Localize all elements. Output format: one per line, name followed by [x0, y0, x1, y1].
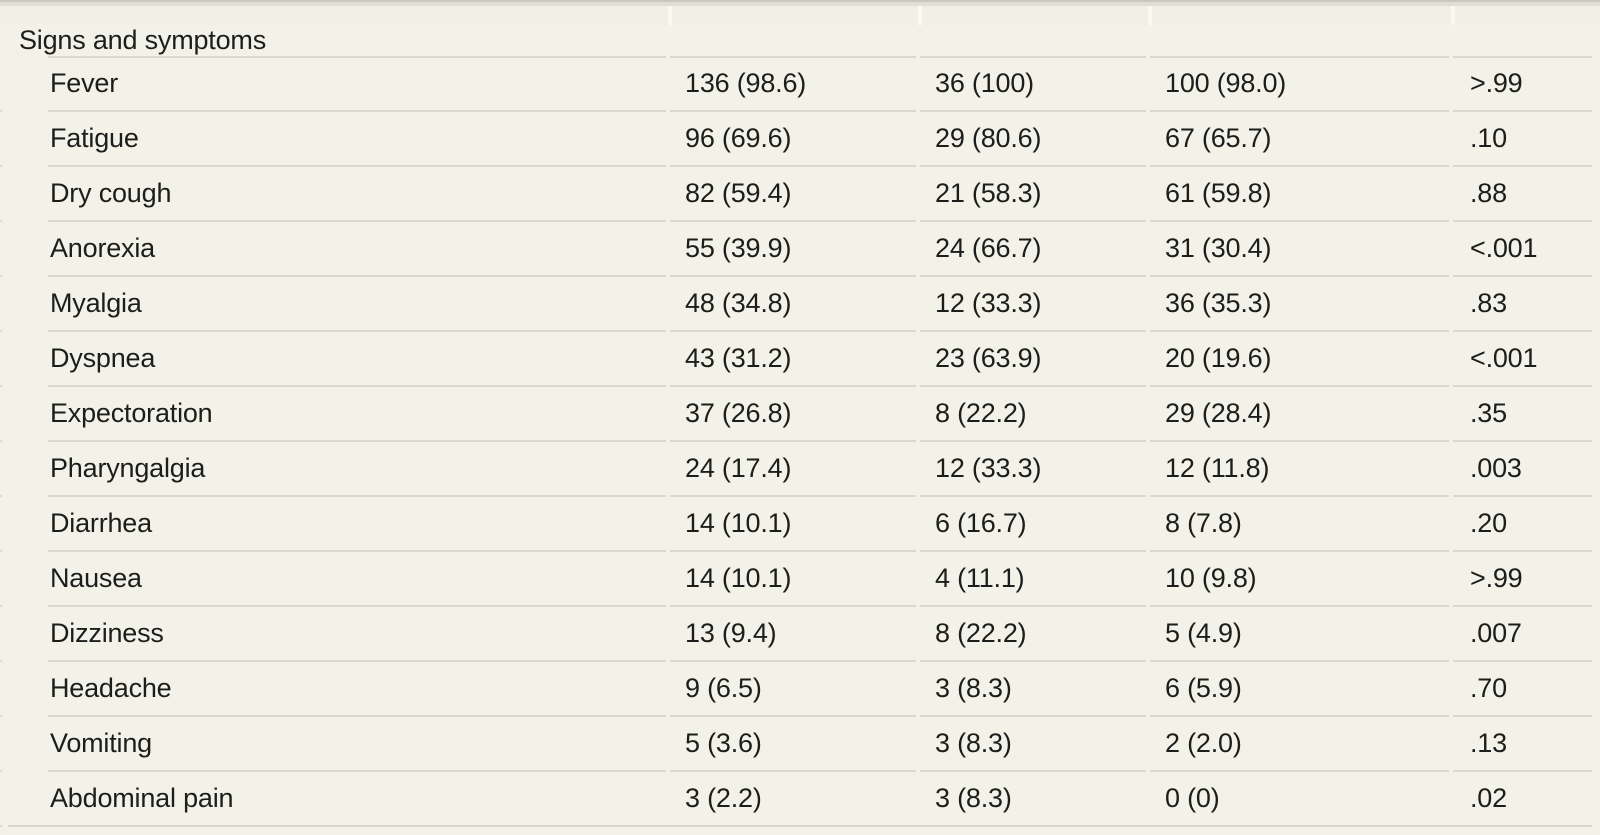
table-body: Signs and symptoms Fever 136 (98.6) 36 (… — [0, 25, 1592, 827]
table-row: Myalgia 48 (34.8) 12 (33.3) 36 (35.3) .8… — [0, 277, 1592, 332]
section-header-row: Signs and symptoms — [0, 25, 1592, 58]
column-gap-line — [668, 6, 672, 25]
symptom-label: Diarrhea — [50, 508, 152, 538]
group1-count-value: 21 (58.3) — [935, 178, 1042, 208]
p-value: .007 — [1470, 618, 1522, 648]
p-value: >.99 — [1470, 68, 1523, 98]
total-count-value: 55 (39.9) — [685, 233, 792, 263]
total-count-value: 96 (69.6) — [685, 123, 792, 153]
section-header-label: Signs and symptoms — [19, 25, 267, 55]
table-row: Expectoration 37 (26.8) 8 (22.2) 29 (28.… — [0, 387, 1592, 442]
group2-count-value: 8 (7.8) — [1165, 508, 1242, 538]
symptom-label: Myalgia — [50, 288, 142, 318]
total-count-value: 24 (17.4) — [685, 453, 792, 483]
symptom-label: Expectoration — [50, 398, 213, 428]
total-count-value: 5 (3.6) — [685, 728, 762, 758]
empty-cell — [1150, 25, 1449, 58]
total-count-value: 48 (34.8) — [685, 288, 792, 318]
symptom-label: Anorexia — [50, 233, 155, 263]
total-count-value: 13 (9.4) — [685, 618, 777, 648]
group2-count-value: 36 (35.3) — [1165, 288, 1272, 318]
total-count-value: 14 (10.1) — [685, 508, 792, 538]
empty-cell — [1453, 25, 1592, 58]
group2-count-value: 31 (30.4) — [1165, 233, 1272, 263]
p-value: .20 — [1470, 508, 1507, 538]
column-gap-line — [1451, 6, 1455, 25]
group1-count-value: 29 (80.6) — [935, 123, 1042, 153]
group1-count-value: 8 (22.2) — [935, 618, 1027, 648]
p-value: .003 — [1470, 453, 1522, 483]
symptom-label: Vomiting — [50, 728, 152, 758]
table-row: Headache 9 (6.5) 3 (8.3) 6 (5.9) .70 — [0, 662, 1592, 717]
p-value: .83 — [1470, 288, 1507, 318]
p-value: .70 — [1470, 673, 1507, 703]
symptom-label: Fatigue — [50, 123, 139, 153]
group2-count-value: 0 (0) — [1165, 783, 1220, 813]
p-value: .02 — [1470, 783, 1507, 813]
group1-count-value: 24 (66.7) — [935, 233, 1042, 263]
group2-count-value: 29 (28.4) — [1165, 398, 1272, 428]
group2-count-value: 67 (65.7) — [1165, 123, 1272, 153]
p-value: .35 — [1470, 398, 1507, 428]
table-row: Fatigue 96 (69.6) 29 (80.6) 67 (65.7) .1… — [0, 112, 1592, 167]
table-row: Dyspnea 43 (31.2) 23 (63.9) 20 (19.6) <.… — [0, 332, 1592, 387]
group1-count-value: 12 (33.3) — [935, 453, 1042, 483]
group2-count-value: 5 (4.9) — [1165, 618, 1242, 648]
symptom-label: Fever — [50, 68, 119, 98]
table-row: Pharyngalgia 24 (17.4) 12 (33.3) 12 (11.… — [0, 442, 1592, 497]
table-row: Dizziness 13 (9.4) 8 (22.2) 5 (4.9) .007 — [0, 607, 1592, 662]
group2-count-value: 2 (2.0) — [1165, 728, 1242, 758]
group2-count-value: 12 (11.8) — [1165, 453, 1270, 483]
p-value: .13 — [1470, 728, 1507, 758]
group1-count-value: 8 (22.2) — [935, 398, 1027, 428]
group2-count-value: 6 (5.9) — [1165, 673, 1242, 703]
table-row: Dry cough 82 (59.4) 21 (58.3) 61 (59.8) … — [0, 167, 1592, 222]
group2-count-value: 100 (98.0) — [1165, 68, 1287, 98]
table-row: Abdominal pain 3 (2.2) 3 (8.3) 0 (0) .02 — [0, 772, 1592, 827]
p-value: <.001 — [1470, 343, 1538, 373]
group1-count-value: 23 (63.9) — [935, 343, 1042, 373]
total-count-value: 82 (59.4) — [685, 178, 792, 208]
group1-count-value: 4 (11.1) — [935, 563, 1025, 593]
group2-count-value: 20 (19.6) — [1165, 343, 1272, 373]
symptom-label: Dizziness — [50, 618, 164, 648]
group1-count-value: 6 (16.7) — [935, 508, 1027, 538]
column-gap-line — [918, 6, 922, 25]
group1-count-value: 36 (100) — [935, 68, 1034, 98]
symptom-label: Dry cough — [50, 178, 172, 208]
p-value: <.001 — [1470, 233, 1538, 263]
group2-count-value: 10 (9.8) — [1165, 563, 1257, 593]
rows-container: Fever 136 (98.6) 36 (100) 100 (98.0) >.9… — [0, 57, 1592, 827]
group1-count-value: 12 (33.3) — [935, 288, 1042, 318]
symptom-label: Abdominal pain — [50, 783, 234, 813]
group1-count-value: 3 (8.3) — [935, 783, 1012, 813]
total-count-value: 9 (6.5) — [685, 673, 762, 703]
table-row: Anorexia 55 (39.9) 24 (66.7) 31 (30.4) <… — [0, 222, 1592, 277]
total-count-value: 3 (2.2) — [685, 783, 762, 813]
table-row: Vomiting 5 (3.6) 3 (8.3) 2 (2.0) .13 — [0, 717, 1592, 772]
table-top-border — [0, 0, 1600, 25]
table-row: Fever 136 (98.6) 36 (100) 100 (98.0) >.9… — [0, 57, 1592, 112]
p-value: >.99 — [1470, 563, 1523, 593]
table-row: Diarrhea 14 (10.1) 6 (16.7) 8 (7.8) .20 — [0, 497, 1592, 552]
symptom-label: Headache — [50, 673, 172, 703]
total-count-value: 37 (26.8) — [685, 398, 792, 428]
group1-count-value: 3 (8.3) — [935, 673, 1012, 703]
empty-cell — [920, 25, 1146, 58]
total-count-value: 136 (98.6) — [685, 68, 807, 98]
group2-count-value: 61 (59.8) — [1165, 178, 1272, 208]
total-count-value: 14 (10.1) — [685, 563, 792, 593]
empty-cell — [670, 25, 916, 58]
p-value: .10 — [1470, 123, 1507, 153]
total-count-value: 43 (31.2) — [685, 343, 792, 373]
symptom-label: Nausea — [50, 563, 142, 593]
symptom-label: Dyspnea — [50, 343, 156, 373]
group1-count-value: 3 (8.3) — [935, 728, 1012, 758]
p-value: .88 — [1470, 178, 1507, 208]
table-row: Nausea 14 (10.1) 4 (11.1) 10 (9.8) >.99 — [0, 552, 1592, 607]
column-gap-line — [1148, 6, 1152, 25]
symptom-label: Pharyngalgia — [50, 453, 206, 483]
